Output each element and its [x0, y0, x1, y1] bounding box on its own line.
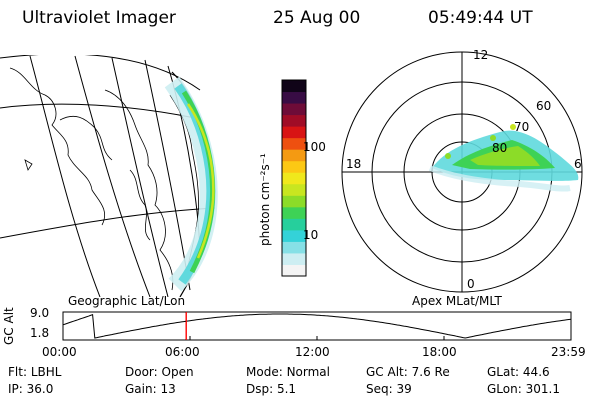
colorbar-cell — [282, 91, 306, 104]
geo-map-label: Geographic Lat/Lon — [68, 294, 186, 308]
info-seq: Seq: 39 — [366, 382, 412, 396]
info-gain: Gain: 13 — [125, 382, 176, 396]
info-door: Door: Open — [125, 365, 194, 379]
info-mode: Mode: Normal — [246, 365, 330, 379]
header-date: 25 Aug 00 — [273, 8, 361, 28]
polar-lat-70: 70 — [514, 120, 530, 134]
altitude-xtick-1200: 12:00 — [295, 345, 330, 359]
info-gc-alt: GC Alt: 7.6 Re — [366, 365, 450, 379]
polar-aurora — [428, 124, 579, 192]
colorbar-cell — [282, 149, 306, 162]
colorbar-cell — [282, 241, 306, 254]
map-aurora — [164, 76, 218, 292]
colorbar-cell — [282, 160, 306, 173]
altitude-xtick-0000: 00:00 — [42, 345, 77, 359]
info-ip: IP: 36.0 — [8, 382, 54, 396]
colorbar-tick-100: 100 — [303, 140, 326, 154]
altitude-xtick-2359: 23:59 — [551, 345, 586, 359]
colorbar-cell — [282, 218, 306, 231]
polar-mlt-6: 6 — [574, 157, 582, 171]
colorbar-cell — [282, 172, 306, 185]
colorbar-cell — [282, 103, 306, 116]
altitude-ylabel: GC Alt — [2, 307, 16, 345]
altitude-ytick-9: 9.0 — [30, 306, 50, 320]
info-dsp: Dsp: 5.1 — [246, 382, 297, 396]
colorbar-tick-10: 10 — [303, 228, 319, 242]
colorbar-cell — [282, 252, 306, 265]
polar-mlt-0: 0 — [467, 277, 475, 291]
polar-lat-60: 60 — [536, 99, 552, 113]
info-glat: GLat: 44.6 — [487, 365, 550, 379]
polar-label: Apex MLat/MLT — [412, 294, 502, 308]
colorbar-cell — [282, 137, 306, 150]
colorbar-cell — [282, 126, 306, 139]
colorbar-cell — [282, 206, 306, 219]
colorbar-cell — [282, 195, 306, 208]
app-title: Ultraviolet Imager — [22, 8, 176, 28]
colorbar — [281, 79, 307, 277]
altitude-xtick-0600: 06:00 — [165, 345, 200, 359]
colorbar-cell — [282, 114, 306, 127]
polar-mlt-18: 18 — [346, 157, 362, 171]
header-time: 05:49:44 UT — [428, 8, 533, 28]
colorbar-cell — [282, 183, 306, 196]
altitude-xtick-1800: 18:00 — [422, 345, 457, 359]
info-glon: GLon: 301.1 — [487, 382, 560, 396]
polar-mlt-12: 12 — [473, 48, 489, 62]
colorbar-cell — [282, 80, 306, 93]
info-flt: Flt: LBHL — [8, 365, 62, 379]
colorbar-cell — [282, 229, 306, 242]
altitude-ytick-1: 1.8 — [30, 326, 50, 340]
colorbar-cell — [282, 264, 306, 277]
polar-lat-80: 80 — [492, 141, 508, 155]
